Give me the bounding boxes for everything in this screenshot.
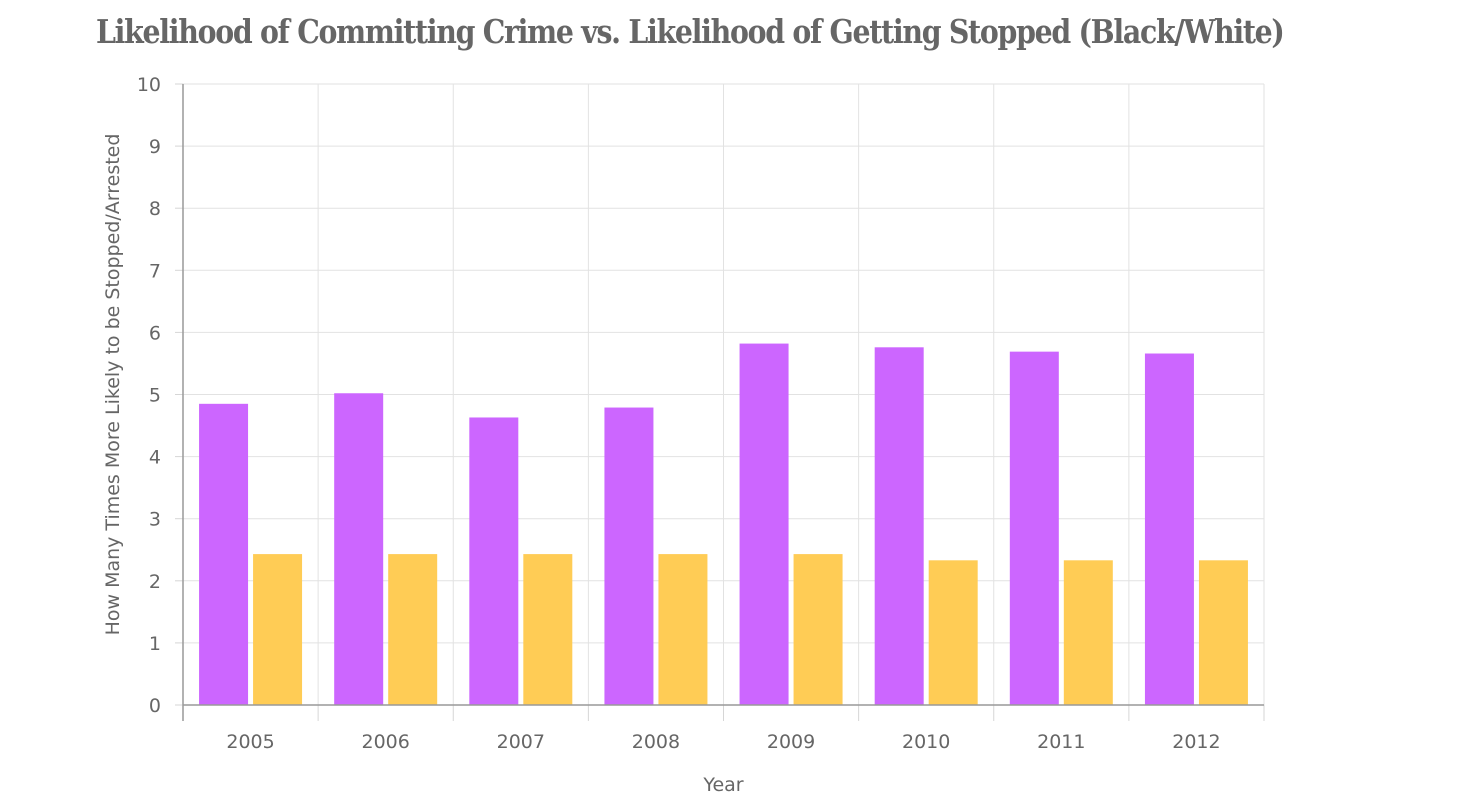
chart-title: Likelihood of Committing Crime vs. Likel…	[96, 12, 1285, 51]
x-axis-title: Year	[702, 774, 743, 796]
tick-labels: 0 1 2 3 4 5 6 7 8 9 10 2005 2006 2007 2008 2009 2010 2011…	[137, 74, 1221, 753]
x-tick-label: 2005	[226, 731, 274, 753]
axes	[175, 83, 1265, 721]
y-tick-label: 1	[149, 633, 161, 655]
bar-series-1-2012	[1144, 353, 1194, 705]
x-tick-label: 2012	[1172, 731, 1220, 753]
bar-series-1-2009	[739, 343, 789, 705]
x-tick-label: 2007	[497, 731, 545, 753]
y-tick-label: 5	[149, 385, 161, 407]
bar-series-2-2006	[388, 554, 438, 705]
bar-series-2-2009	[793, 554, 843, 705]
x-tick-label: 2009	[767, 731, 815, 753]
y-tick-label: 4	[149, 447, 161, 469]
bar-series-2-2007	[523, 554, 573, 705]
x-tick-label: 2008	[632, 731, 680, 753]
bar-series-2-2010	[928, 560, 978, 705]
y-tick-label: 9	[149, 136, 161, 158]
bar-series-2-2011	[1063, 560, 1113, 705]
bar-series-2-2012	[1198, 560, 1248, 705]
bar-series-1-2008	[604, 407, 654, 705]
y-tick-label: 7	[149, 260, 161, 282]
y-tick-label: 6	[149, 322, 161, 344]
bar-series-1-2011	[1009, 351, 1059, 705]
y-tick-label: 3	[149, 509, 161, 531]
y-tick-label: 10	[137, 74, 161, 96]
bar-series-1-2010	[874, 347, 924, 705]
x-tick-label: 2006	[362, 731, 410, 753]
bar-series-1-2007	[469, 417, 519, 705]
y-tick-label: 0	[149, 695, 161, 717]
bar-series-2-2005	[253, 554, 303, 705]
y-axis-title: How Many Times More Likely to be Stopped…	[102, 134, 124, 636]
x-tick-label: 2011	[1037, 731, 1085, 753]
bars	[199, 343, 1248, 705]
bar-series-1-2005	[199, 403, 249, 705]
y-tick-label: 2	[149, 571, 161, 593]
bar-series-1-2006	[334, 393, 384, 705]
x-tick-label: 2010	[902, 731, 950, 753]
y-tick-label: 8	[149, 198, 161, 220]
bar-series-2-2008	[658, 554, 708, 705]
